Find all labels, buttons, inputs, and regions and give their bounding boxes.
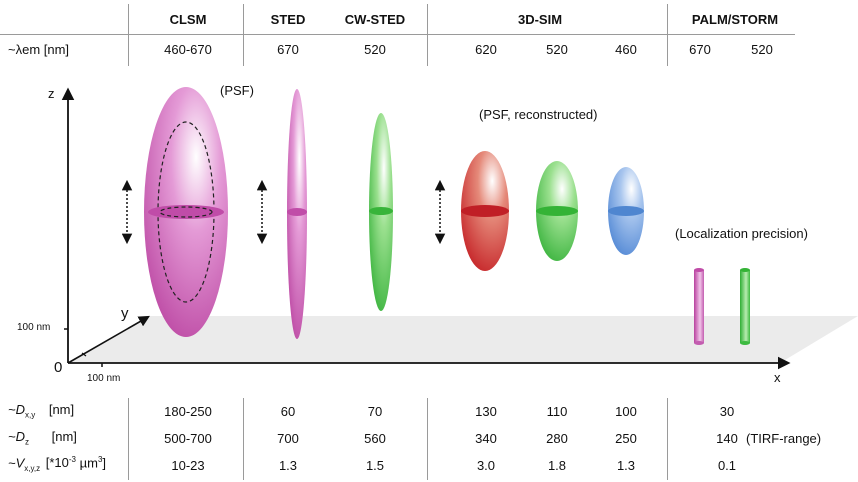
top-table-separator-1 (128, 4, 129, 66)
dz-cw-sted: 560 (364, 431, 386, 446)
dz-label-unit: [nm] (51, 429, 77, 444)
cw-sted-psf-ellipsoid (369, 113, 393, 311)
vxyz-label-exp: -3 (68, 455, 77, 464)
vxyz-label-unit: [*10 (45, 455, 69, 471)
z-axis (61, 87, 75, 363)
x-axis-label: x (774, 370, 781, 385)
header-clsm: CLSM (169, 12, 207, 27)
wavelength-sim-red: 620 (475, 42, 497, 57)
vxyz-clsm: 10-23 (171, 458, 205, 473)
dz-label-main: ~D (8, 429, 25, 444)
dz-sim-blue: 250 (615, 431, 637, 446)
vxyz-sim-blue: 1.3 (616, 458, 636, 473)
dxy-palm: 30 (719, 404, 735, 419)
x-tick-label: 100 nm (87, 373, 121, 384)
bottom-table-separator-3 (427, 398, 428, 480)
vxyz-label-unit2: µm (76, 455, 98, 471)
top-table-separator-4 (667, 4, 668, 66)
dz-label-sub: z (24, 437, 29, 447)
dxy-label-unit: [nm] (48, 402, 75, 417)
top-table-separator-3 (427, 4, 428, 66)
dxy-sim-red: 130 (475, 404, 497, 419)
dxy-label-sub: x,y (24, 410, 36, 420)
vxyz-row-label: ~Vx,y,z [*10-3 µm3] (8, 455, 106, 473)
vxyz-sim-green: 1.8 (547, 458, 567, 473)
header-sted: STED (270, 12, 306, 27)
vxyz-label-main: ~V (8, 455, 25, 471)
dxy-sim-green: 110 (546, 404, 568, 419)
x-axis (68, 356, 791, 370)
palm-magenta-cylinder (694, 268, 704, 345)
sim-green-psf-ellipsoid (536, 161, 578, 261)
floor-plane (68, 316, 858, 363)
psf-annotation: (PSF) (220, 83, 254, 98)
vxyz-sim-red: 3.0 (476, 458, 496, 473)
sim-red-psf-ellipsoid (461, 151, 509, 271)
vxyz-label-close: ] (102, 455, 107, 471)
vxyz-cw-sted: 1.5 (365, 458, 385, 473)
header-palm-storm: PALM/STORM (691, 12, 779, 27)
z-axis-label: z (48, 86, 55, 101)
dz-sted: 700 (277, 431, 299, 446)
wavelength-cw-sted: 520 (364, 42, 386, 57)
origin-label: 0 (54, 359, 63, 376)
dz-palm-note: (TIRF-range) (746, 431, 822, 446)
dz-sim-red: 340 (475, 431, 497, 446)
bottom-table-separator-4 (667, 398, 668, 480)
palm-green-cylinder (740, 268, 750, 345)
wavelength-sim-blue: 460 (615, 42, 637, 57)
dxy-sted: 60 (280, 404, 296, 419)
top-table-divider (0, 34, 795, 35)
vxyz-label-sub: x,y,z (24, 463, 41, 473)
dxy-label-main: ~D (8, 402, 25, 417)
clsm-psf-ellipsoid (144, 87, 228, 337)
dxy-sim-blue: 100 (615, 404, 637, 419)
dz-clsm: 500-700 (164, 431, 212, 446)
bottom-table-separator-2 (243, 398, 244, 480)
vxyz-sted: 1.3 (278, 458, 298, 473)
vxyz-palm: 0.1 (717, 458, 737, 473)
header-3d-sim: 3D-SIM (517, 12, 563, 27)
z-tick-label: 100 nm (17, 322, 51, 333)
wavelength-row-label: ~λem [nm] (8, 42, 70, 57)
top-table-separator-2 (243, 4, 244, 66)
wavelength-sim-green: 520 (546, 42, 568, 57)
vxyz-label-exp2: 3 (97, 455, 103, 464)
dz-row-label: ~Dz [nm] (8, 429, 77, 447)
localization-precision-annotation: (Localization precision) (675, 226, 808, 241)
bottom-table-separator-1 (128, 398, 129, 480)
dz-sim-green: 280 (546, 431, 568, 446)
dz-palm: 140 (716, 431, 738, 446)
sted-psf-ellipsoid (287, 89, 307, 339)
wavelength-sted: 670 (277, 42, 299, 57)
y-axis-label: y (121, 305, 129, 322)
dxy-clsm: 180-250 (164, 404, 212, 419)
psf-reconstructed-annotation: (PSF, reconstructed) (479, 107, 598, 122)
dxy-row-label: ~Dx,y [nm] (8, 402, 74, 420)
y-axis (67, 315, 150, 364)
wavelength-palm-green: 520 (751, 42, 773, 57)
wavelength-palm-magenta: 670 (689, 42, 711, 57)
sim-blue-psf-ellipsoid (608, 167, 644, 255)
wavelength-clsm: 460-670 (164, 42, 212, 57)
header-cw-sted: CW-STED (344, 12, 406, 27)
dxy-cw-sted: 70 (367, 404, 383, 419)
